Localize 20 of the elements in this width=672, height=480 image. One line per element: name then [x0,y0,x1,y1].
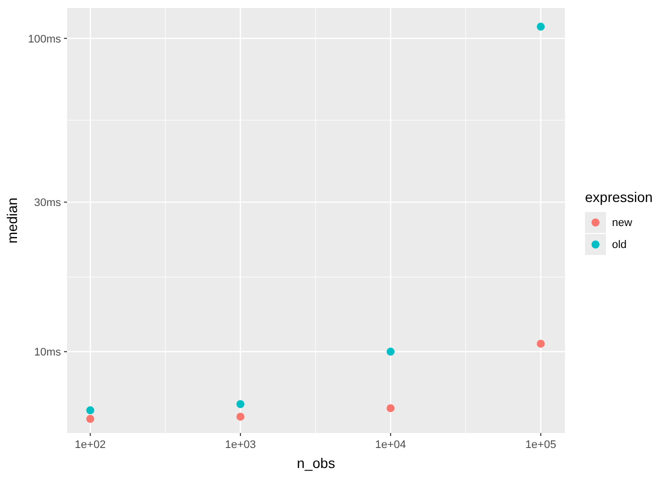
point [86,414,94,423]
legend-label: new [612,217,632,229]
point [236,412,244,421]
point [86,406,94,414]
point [536,22,545,31]
point [386,404,395,412]
legend-title: expression [585,189,653,205]
x-tick-label: 1e+02 [74,439,106,451]
y-tick-label: 100ms [28,33,62,46]
point [386,348,395,356]
y-tick-label: 30ms [34,197,62,210]
x-axis-title: n_obs [296,455,336,471]
legend-label: old [612,239,627,251]
y-tick-label: 10ms [34,346,62,359]
x-tick-label: 1e+03 [224,439,256,451]
x-tick-label: 1e+04 [375,439,406,451]
point [536,340,545,348]
point [236,400,244,408]
y-axis-title: median [4,198,20,244]
x-tick-label: 1e+05 [525,439,556,451]
